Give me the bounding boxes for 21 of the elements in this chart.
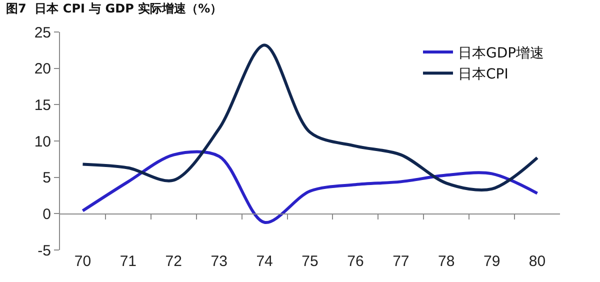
x-tick-label: 73 <box>210 253 228 270</box>
y-tick-label: 25 <box>34 24 51 42</box>
x-tick-label: 78 <box>438 253 455 270</box>
y-tick-label: 10 <box>34 133 51 150</box>
y-tick-label: -5 <box>38 242 51 260</box>
x-tick-label: 76 <box>347 253 364 270</box>
x-tick-label: 79 <box>483 253 500 270</box>
x-tick-label: 71 <box>120 253 137 270</box>
x-tick-label: 77 <box>392 253 410 270</box>
x-tick-label: 72 <box>165 253 182 270</box>
y-tick-label: 15 <box>34 96 51 114</box>
y-tick-label: 5 <box>42 170 51 187</box>
y-tick-label: 20 <box>34 60 51 78</box>
chart-title: 图7 日本 CPI 与 GDP 实际增速（%） <box>6 2 222 16</box>
legend-label: 日本GDP增速 <box>458 45 544 62</box>
x-tick-label: 74 <box>256 253 273 270</box>
x-tick-label: 80 <box>528 253 546 270</box>
y-tick-label: 0 <box>42 206 51 223</box>
x-tick-label: 75 <box>302 253 318 270</box>
legend-label: 日本CPI <box>458 66 508 83</box>
x-tick-label: 70 <box>74 253 92 270</box>
